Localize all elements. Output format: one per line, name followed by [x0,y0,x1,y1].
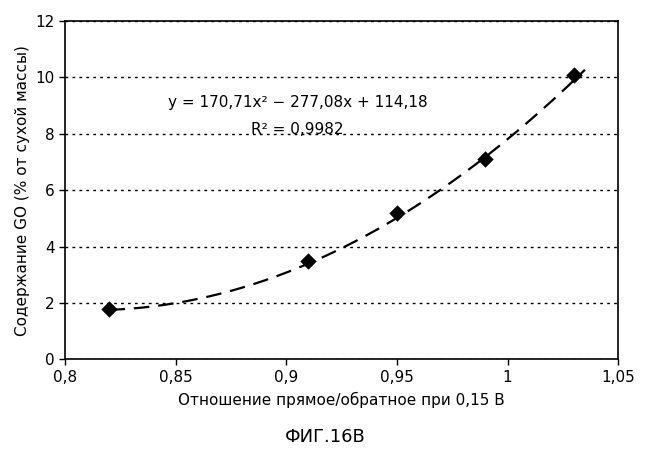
Text: ФИГ.16В: ФИГ.16В [285,428,365,446]
Text: R² = 0,9982: R² = 0,9982 [251,122,344,137]
Point [304,257,314,264]
Text: y = 170,71x² − 277,08x + 114,18: y = 170,71x² − 277,08x + 114,18 [168,95,427,110]
Point [569,71,579,78]
Point [104,305,114,312]
X-axis label: Отношение прямое/обратное при 0,15 В: Отношение прямое/обратное при 0,15 В [178,392,505,408]
Y-axis label: Содержание GO (% от сухой массы): Содержание GO (% от сухой массы) [15,45,30,336]
Point [392,209,402,216]
Point [480,156,491,163]
